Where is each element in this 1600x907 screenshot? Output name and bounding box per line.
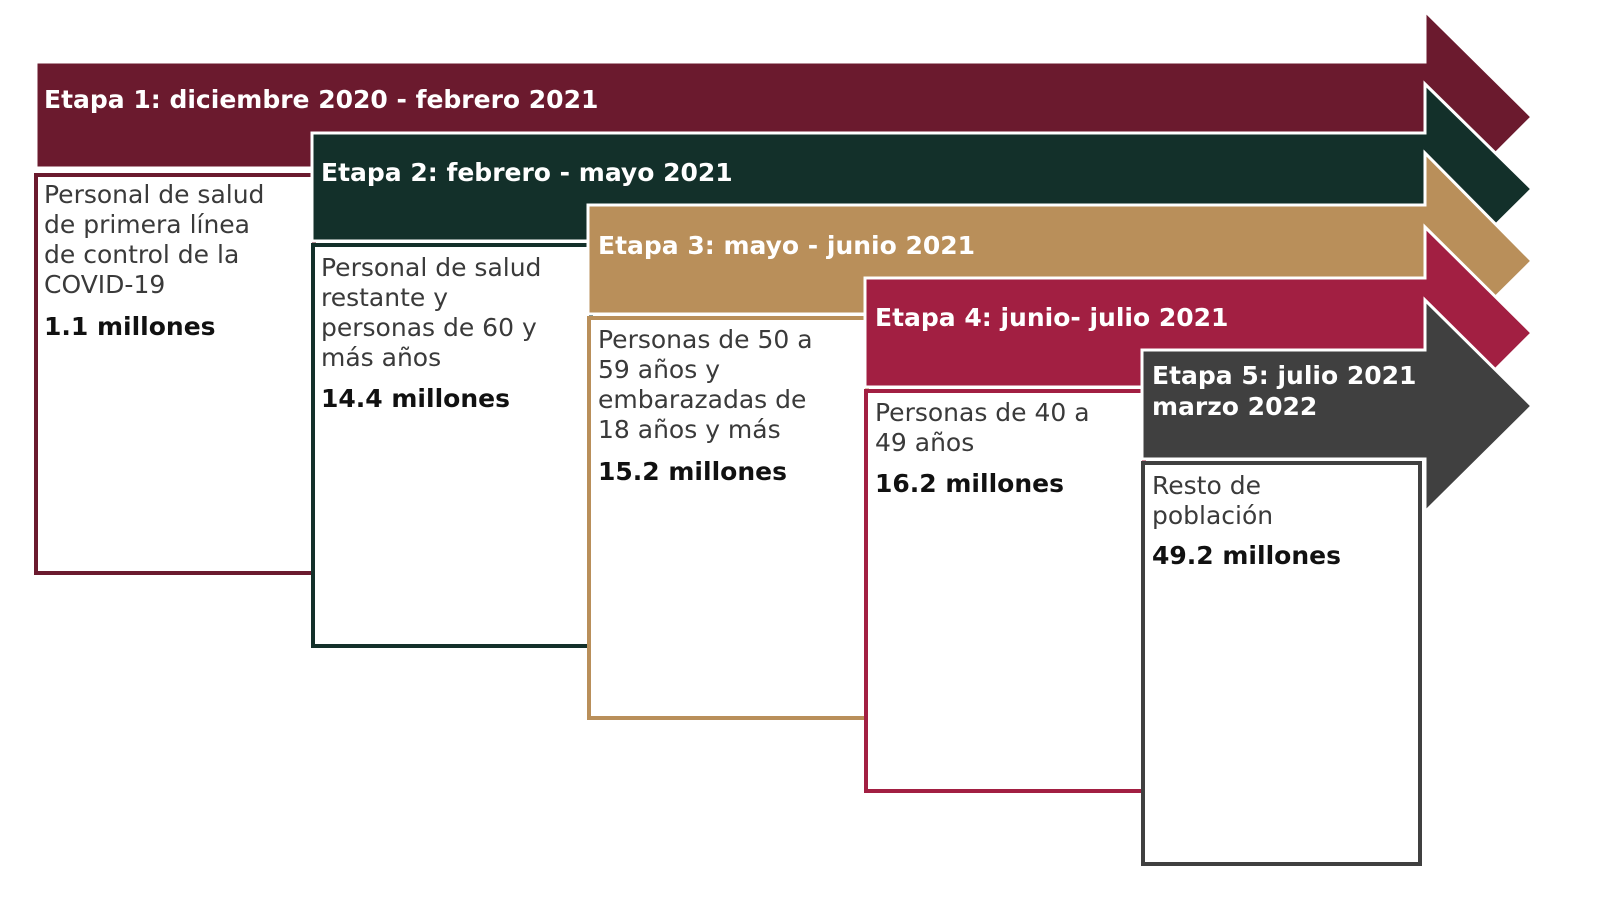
stage-3-count: 15.2 millones [598,457,787,486]
stage-1-title: Etapa 1: diciembre 2020 - febrero 2021 [44,85,599,114]
stage-2-description: Personal de salud restante y personas de… [321,253,542,372]
stage-5-title: Etapa 5: julio 2021 marzo 2022 [1152,361,1417,421]
stage-5-box [1141,461,1422,866]
stage-5-count: 49.2 millones [1152,541,1341,570]
stage-5-description: Resto de población [1152,471,1274,530]
stage-4-count: 16.2 millones [875,469,1064,498]
stage-3-box [587,316,869,720]
stage-3-description: Personas de 50 a 59 años y embarazadas d… [598,325,813,444]
stage-4-title: Etapa 4: junio- julio 2021 [875,303,1229,332]
stage-5-arrow [1140,296,1535,516]
stage-1-box [34,173,316,575]
stage-2-title: Etapa 2: febrero - mayo 2021 [321,158,733,187]
stage-4-description: Personas de 40 a 49 años [875,398,1090,457]
stage-3-title: Etapa 3: mayo - junio 2021 [598,231,976,260]
stage-1-count: 1.1 millones [44,312,216,341]
stage-1-description: Personal de salud de primera línea de co… [44,180,265,299]
stage-2-count: 14.4 millones [321,384,510,413]
stage-2-box [311,243,593,648]
